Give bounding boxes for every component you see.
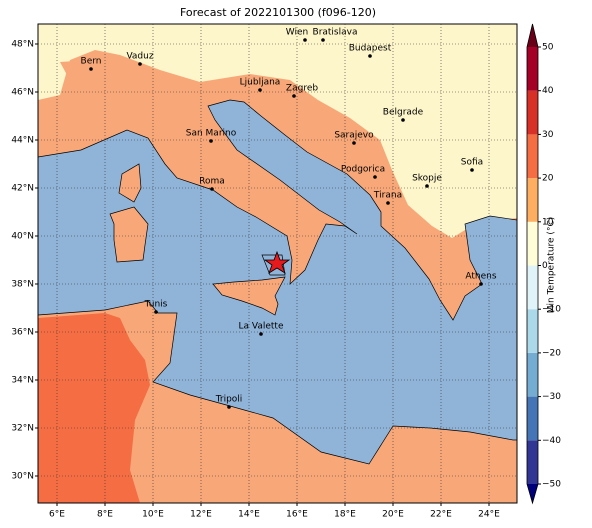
city-label: Bern [81,57,102,67]
city-dot [154,310,158,314]
city-label: La Valette [239,322,284,332]
colorbar-bin [527,352,538,397]
colorbar-bin [527,90,538,135]
city-label: Budapest [349,44,392,54]
city-dot [373,175,377,179]
colorbar-tick-label: 0 [542,261,548,271]
colorbar-tick-label: −40 [542,436,561,446]
colorbar-tick-label: 10 [542,217,554,227]
city-label: Zagreb [286,84,318,94]
city-label: Sarajevo [334,131,374,141]
alps-band [60,58,255,100]
colorbar-tick-label: 50 [542,43,554,53]
sicily [212,276,286,316]
city-label: Ljubljana [240,78,281,88]
x-tick-label: 16°E [286,510,308,520]
x-tick-label: 12°E [190,510,212,520]
colorbar-bin [527,309,538,353]
y-tick-label: 46°N [11,88,34,98]
city-label: Wien [286,28,308,38]
city-dot [209,139,213,143]
x-tick-label: 6°E [49,510,65,520]
city-dot [401,118,405,122]
y-tick-label: 48°N [11,40,34,50]
colorbar-bin [527,134,538,179]
y-tick-label: 36°N [11,328,34,338]
y-tick-label: 32°N [11,424,34,434]
city-label: Bratislava [313,28,358,38]
colorbar-tick-label: −30 [542,392,561,402]
city-label: Tirana [373,191,402,201]
city-dot [89,67,93,71]
city-dot [386,201,390,205]
colorbar-extend-high [527,24,538,47]
city-label: Sofia [461,158,483,168]
y-tick-label: 34°N [11,376,34,386]
colorbar-tick-label: −50 [542,480,561,490]
cool-region [38,24,517,238]
city-dot [292,94,296,98]
x-tick-label: 8°E [97,510,113,520]
city-dot [138,62,142,66]
x-tick-label: 18°E [334,510,356,520]
x-tick-label: 20°E [382,510,404,520]
city-label: Skopje [412,174,442,184]
city-dot [303,38,307,42]
colorbar-extend-low [527,484,538,503]
city-label: Tripoli [215,395,243,405]
y-tick-label: 44°N [11,136,34,146]
city-label: Roma [199,177,225,187]
city-dot [321,38,325,42]
city-dot [425,184,429,188]
sardinia [109,206,149,263]
city-dot [259,332,263,336]
x-tick-label: 14°E [238,510,260,520]
city-label: San Marino [186,129,237,139]
city-dot [368,54,372,58]
colorbar-bin [527,265,538,310]
x-tick-label: 22°E [430,510,452,520]
colorbar-tick-label: 40 [542,86,554,96]
star-marker [263,250,291,274]
colorbar-bin [527,221,538,266]
title: Forecast of 2022101300 (f096-120) [180,6,376,19]
y-tick-label: 42°N [11,184,34,194]
city-dot [352,141,356,145]
colorbar-bin [527,47,538,91]
x-tick-label: 10°E [142,510,164,520]
map-area [38,24,517,503]
colorbar-bin [527,440,538,484]
city-dot [227,405,231,409]
city-label: Podgorica [341,165,385,175]
colorbar-tick-label: −10 [542,305,561,315]
colorbar-tick-label: 30 [542,130,554,140]
y-tick-label: 30°N [11,472,34,482]
colorbar-tick-label: 20 [542,174,554,184]
city-dot [210,187,214,191]
city-dot [470,168,474,172]
warm-region [38,313,150,503]
map-frame [37,23,518,504]
x-tick-label: 24°E [478,510,500,520]
colorbar-bin [527,396,538,441]
city-label: Belgrade [383,108,424,118]
corsica [118,163,142,203]
city-label: Vaduz [126,52,153,62]
y-tick-label: 40°N [11,232,34,242]
city-dot [479,282,483,286]
y-tick-label: 38°N [11,280,34,290]
city-dot [258,88,262,92]
colorbar-label: Min Temperature (°C) [547,217,557,314]
city-label: Athens [465,272,496,282]
colorbar-tick-label: −20 [542,348,561,358]
colorbar-bin [527,178,538,222]
city-label: Tunis [144,300,168,310]
